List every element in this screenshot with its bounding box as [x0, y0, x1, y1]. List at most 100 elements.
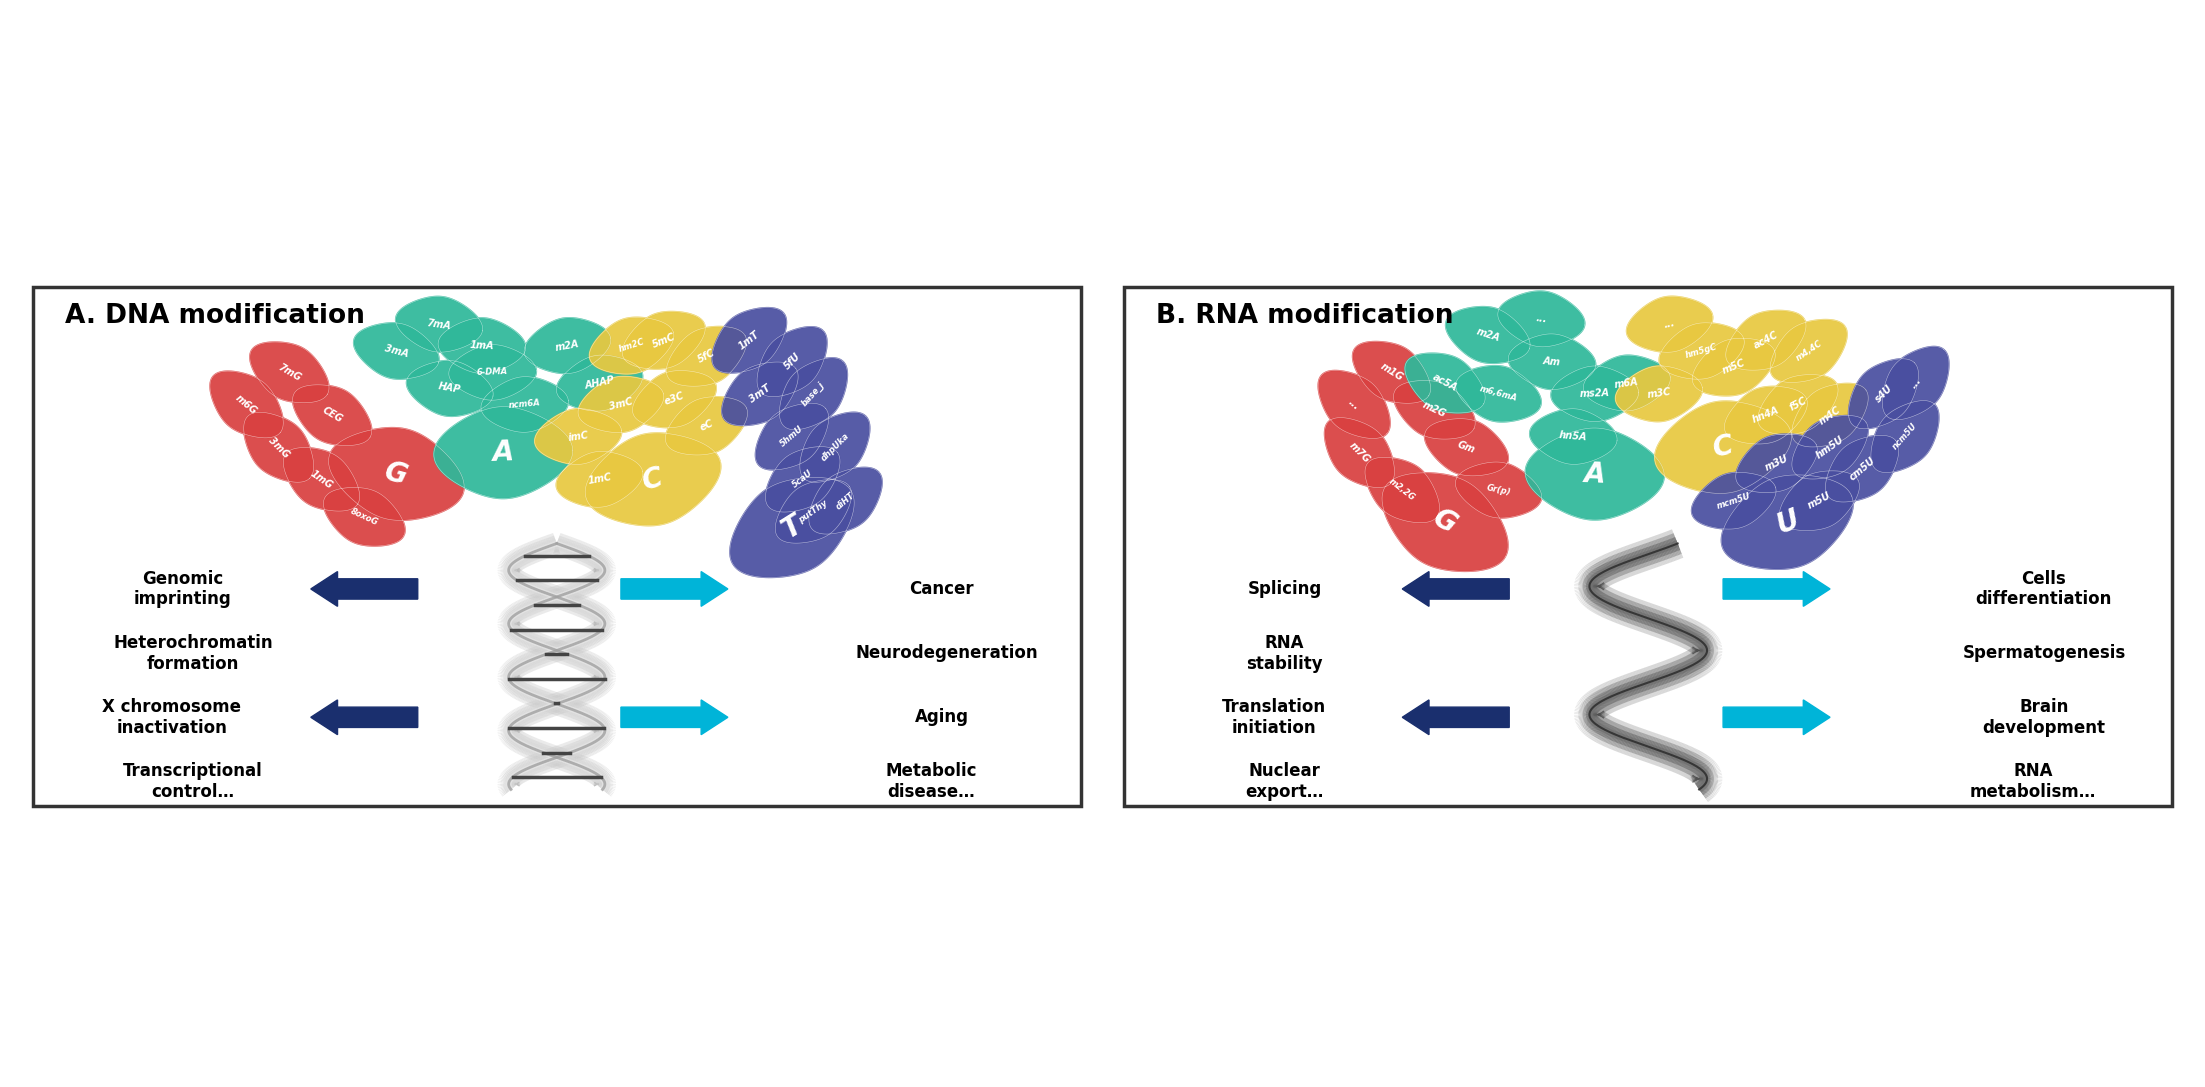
- Text: A. DNA modification: A. DNA modification: [64, 303, 364, 329]
- Text: hm5U: hm5U: [1815, 434, 1846, 461]
- FancyArrow shape: [622, 700, 728, 735]
- Polygon shape: [1508, 334, 1596, 389]
- Text: m2,2G: m2,2G: [1387, 477, 1418, 503]
- Polygon shape: [1724, 386, 1808, 443]
- FancyArrow shape: [622, 572, 728, 607]
- Text: m5U: m5U: [1806, 490, 1832, 511]
- Text: s4U: s4U: [1872, 383, 1894, 404]
- Polygon shape: [556, 355, 642, 411]
- Polygon shape: [800, 412, 869, 483]
- Polygon shape: [1526, 428, 1665, 520]
- Polygon shape: [1826, 435, 1899, 502]
- Text: 5mC: 5mC: [650, 332, 677, 349]
- Polygon shape: [1365, 458, 1440, 523]
- Text: hm2C: hm2C: [617, 337, 646, 354]
- Polygon shape: [1654, 401, 1790, 493]
- Polygon shape: [712, 308, 787, 373]
- Text: 5fU: 5fU: [783, 351, 803, 372]
- Text: mcm5U: mcm5U: [1715, 491, 1753, 511]
- Text: Translation
initiation: Translation initiation: [1222, 698, 1325, 737]
- Polygon shape: [1883, 347, 1949, 420]
- Text: ...: ...: [1907, 376, 1923, 390]
- Polygon shape: [1383, 473, 1508, 572]
- Polygon shape: [1658, 323, 1744, 379]
- Polygon shape: [245, 412, 313, 483]
- Text: eC: eC: [699, 418, 714, 434]
- Polygon shape: [776, 479, 851, 544]
- FancyBboxPatch shape: [1125, 287, 2172, 805]
- Text: A: A: [1583, 460, 1605, 488]
- Polygon shape: [249, 342, 329, 403]
- Polygon shape: [450, 345, 536, 400]
- Text: Genomic
imprinting: Genomic imprinting: [135, 570, 232, 609]
- Text: 5hmU: 5hmU: [778, 424, 805, 449]
- Text: f5C: f5C: [1788, 396, 1808, 413]
- Text: 1mA: 1mA: [470, 340, 494, 351]
- Text: m6G: m6G: [234, 392, 260, 416]
- Text: 7mG: 7mG: [276, 362, 302, 383]
- Text: 1mG: 1mG: [309, 468, 335, 490]
- Text: m6,6mA: m6,6mA: [1480, 385, 1519, 403]
- Polygon shape: [730, 477, 853, 577]
- Text: base_j: base_j: [800, 379, 827, 408]
- Text: CEG: CEG: [320, 405, 344, 425]
- Polygon shape: [1870, 401, 1938, 473]
- Polygon shape: [666, 397, 747, 455]
- Text: 3mA: 3mA: [384, 343, 410, 359]
- Text: U: U: [1771, 505, 1804, 539]
- Polygon shape: [395, 297, 483, 352]
- Text: m2G: m2G: [1420, 400, 1449, 420]
- Polygon shape: [525, 317, 611, 374]
- Text: e3C: e3C: [664, 391, 686, 408]
- Polygon shape: [209, 371, 282, 438]
- Polygon shape: [534, 409, 622, 464]
- Polygon shape: [1722, 475, 1852, 570]
- Polygon shape: [556, 451, 644, 508]
- Text: 1mC: 1mC: [587, 473, 613, 486]
- Text: 3mG: 3mG: [267, 435, 291, 460]
- Text: Nuclear
export…: Nuclear export…: [1246, 762, 1323, 801]
- Polygon shape: [324, 487, 406, 546]
- Text: Am: Am: [1544, 355, 1561, 367]
- Text: Metabolic
disease…: Metabolic disease…: [886, 762, 977, 801]
- Polygon shape: [1735, 434, 1817, 492]
- Text: 6-DMA: 6-DMA: [476, 367, 509, 377]
- Text: m5C: m5C: [1720, 358, 1746, 376]
- Text: ...: ...: [1347, 397, 1363, 412]
- Text: 1mT: 1mT: [736, 329, 761, 351]
- Polygon shape: [578, 376, 664, 433]
- Text: hn4A: hn4A: [1751, 405, 1782, 425]
- Text: 8oxoG: 8oxoG: [348, 507, 379, 527]
- FancyArrow shape: [1402, 572, 1508, 607]
- Polygon shape: [406, 361, 494, 416]
- Text: HAP: HAP: [439, 382, 461, 396]
- Text: C: C: [1711, 432, 1735, 463]
- Text: ms2A: ms2A: [1579, 388, 1610, 399]
- Polygon shape: [1627, 297, 1713, 352]
- FancyArrow shape: [1722, 700, 1830, 735]
- Text: cm5U: cm5U: [1848, 455, 1876, 483]
- Polygon shape: [1319, 371, 1389, 438]
- Polygon shape: [1455, 462, 1541, 518]
- FancyArrow shape: [311, 700, 417, 735]
- Polygon shape: [434, 407, 573, 499]
- Polygon shape: [778, 358, 847, 429]
- Polygon shape: [1727, 311, 1806, 371]
- Text: Spermatogenesis: Spermatogenesis: [1962, 645, 2126, 662]
- Polygon shape: [1497, 291, 1585, 347]
- Text: m4C: m4C: [1817, 404, 1843, 426]
- Polygon shape: [1779, 471, 1859, 530]
- Polygon shape: [765, 447, 840, 512]
- Polygon shape: [666, 326, 747, 386]
- Polygon shape: [1405, 353, 1486, 413]
- Text: m4,4C: m4,4C: [1795, 339, 1824, 363]
- Text: m3U: m3U: [1764, 453, 1790, 473]
- Text: Cells
differentiation: Cells differentiation: [1976, 570, 2112, 609]
- Polygon shape: [721, 362, 798, 425]
- Polygon shape: [1793, 384, 1868, 447]
- Polygon shape: [1424, 418, 1508, 476]
- Text: dhpUka: dhpUka: [818, 432, 851, 463]
- Text: Brain
development: Brain development: [1982, 698, 2106, 737]
- Text: ncm5U: ncm5U: [1890, 422, 1918, 451]
- Text: Aging: Aging: [915, 709, 968, 726]
